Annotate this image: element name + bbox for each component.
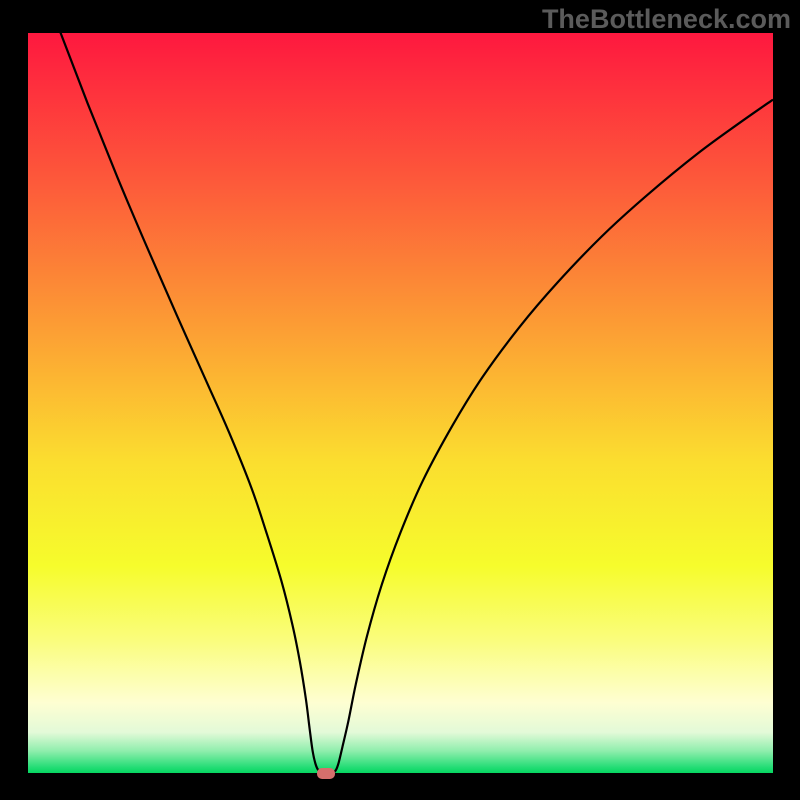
bottleneck-curve	[0, 0, 800, 800]
optimal-point-marker	[317, 768, 335, 779]
watermark-text: TheBottleneck.com	[542, 4, 791, 35]
